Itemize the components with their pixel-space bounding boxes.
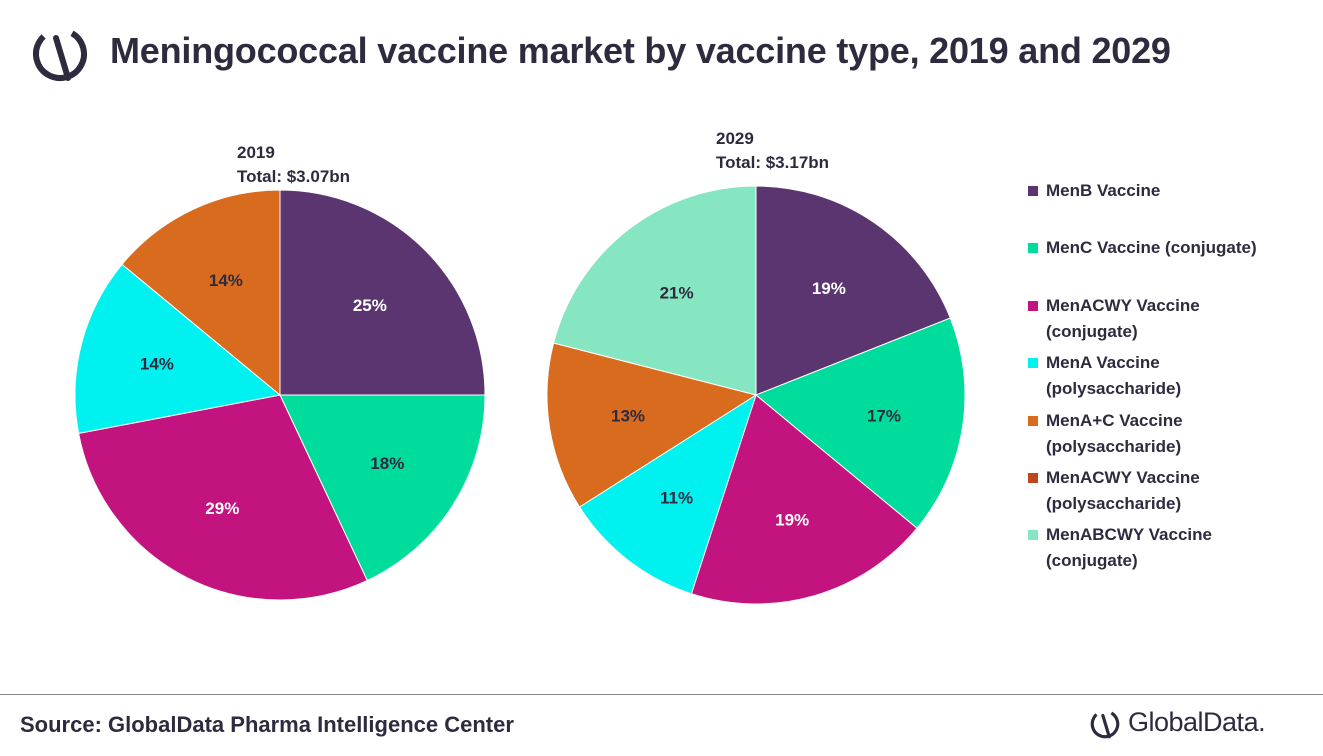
pie-2029-total: Total: $3.17bn — [716, 153, 830, 172]
pie-label-2019-2: 29% — [205, 499, 239, 518]
legend-label: MenACWY Vaccine (conjugate) — [1046, 296, 1200, 341]
brand-logo: GlobalData. — [1088, 704, 1313, 744]
pie-label-2029-5: 21% — [660, 284, 694, 303]
source-note: Source: GlobalData Pharma Intelligence C… — [20, 712, 514, 737]
pie-slice-2019-4 — [121, 189, 281, 397]
legend-item: MenC Vaccine (conjugate) — [1028, 235, 1318, 261]
legend-item: MenB Vaccine — [1028, 178, 1318, 204]
pie-label-2019-0: 25% — [353, 296, 387, 315]
pie-label-2029-3: 11% — [660, 488, 693, 507]
legend-item: MenA Vaccine (polysaccharide) — [1028, 350, 1318, 402]
pie-label-2019-1: 18% — [370, 454, 404, 473]
pie-2019-heading: 2019 Total: $3.07bn — [237, 141, 350, 189]
legend-swatch — [1028, 530, 1038, 540]
pie-label-2029-4: 13% — [611, 406, 645, 425]
legend-swatch — [1028, 243, 1038, 253]
legend-label: MenA Vaccine (polysaccharide) — [1046, 353, 1182, 398]
globaldata-logo-icon — [33, 27, 87, 81]
legend-item: MenACWY Vaccine (conjugate) — [1028, 293, 1318, 345]
legend-item: MenACWY Vaccine (polysaccharide) — [1028, 465, 1318, 517]
pie-slice-2029-0 — [755, 185, 951, 396]
legend-label: MenACWY Vaccine (polysaccharide) — [1046, 468, 1200, 513]
pie-slice-2029-1 — [755, 317, 966, 529]
pie-slice-2019-2 — [78, 394, 368, 601]
legend-item: MenABCWY Vaccine (conjugate) — [1028, 522, 1318, 574]
pie-charts: 25% 18% 29% 14% 14% 19% 17% 19% 11% 13% 21% — [74, 185, 966, 605]
legend-swatch — [1028, 186, 1038, 196]
legend-swatch — [1028, 473, 1038, 483]
pie-slice-2029-2 — [690, 394, 918, 605]
legend-label: MenB Vaccine — [1046, 181, 1161, 200]
legend-swatch — [1028, 358, 1038, 368]
pie-slice-2029-4 — [546, 342, 758, 508]
pie-2019-year: 2019 — [237, 143, 275, 162]
pie-label-2029-0: 19% — [812, 279, 846, 298]
pie-2019-total: Total: $3.07bn — [237, 167, 351, 186]
pie-2029: 19% 17% 19% 11% 13% 21% — [546, 185, 966, 605]
legend-label: MenA+C Vaccine (polysaccharide) — [1046, 411, 1183, 456]
pie-2029-year: 2029 — [716, 129, 754, 148]
legend-swatch — [1028, 301, 1038, 311]
pie-slice-2029-3 — [578, 393, 757, 595]
legend-swatch — [1028, 416, 1038, 426]
legend-label: MenABCWY Vaccine (conjugate) — [1046, 525, 1212, 570]
pie-2019: 25% 18% 29% 14% 14% — [74, 189, 486, 601]
brand-name: GlobalData. — [1128, 707, 1266, 737]
pie-label-2019-3: 14% — [140, 354, 174, 373]
chart-title: Meningococcal vaccine market by vaccine … — [110, 30, 1171, 71]
footer-divider — [0, 694, 1323, 695]
pie-slice-2019-3 — [74, 263, 282, 434]
pie-slice-2019-0 — [279, 189, 486, 396]
pie-label-2029-2: 19% — [775, 510, 809, 529]
legend-item: MenA+C Vaccine (polysaccharide) — [1028, 408, 1318, 460]
pie-label-2019-4: 14% — [209, 271, 243, 290]
pie-label-2029-1: 17% — [867, 406, 901, 425]
pie-slice-2029-5 — [552, 185, 757, 396]
brand-logo-icon — [1090, 709, 1120, 739]
legend-label: MenC Vaccine (conjugate) — [1046, 238, 1257, 257]
pie-2029-heading: 2029 Total: $3.17bn — [716, 127, 829, 175]
pie-slice-2019-1 — [279, 394, 486, 582]
